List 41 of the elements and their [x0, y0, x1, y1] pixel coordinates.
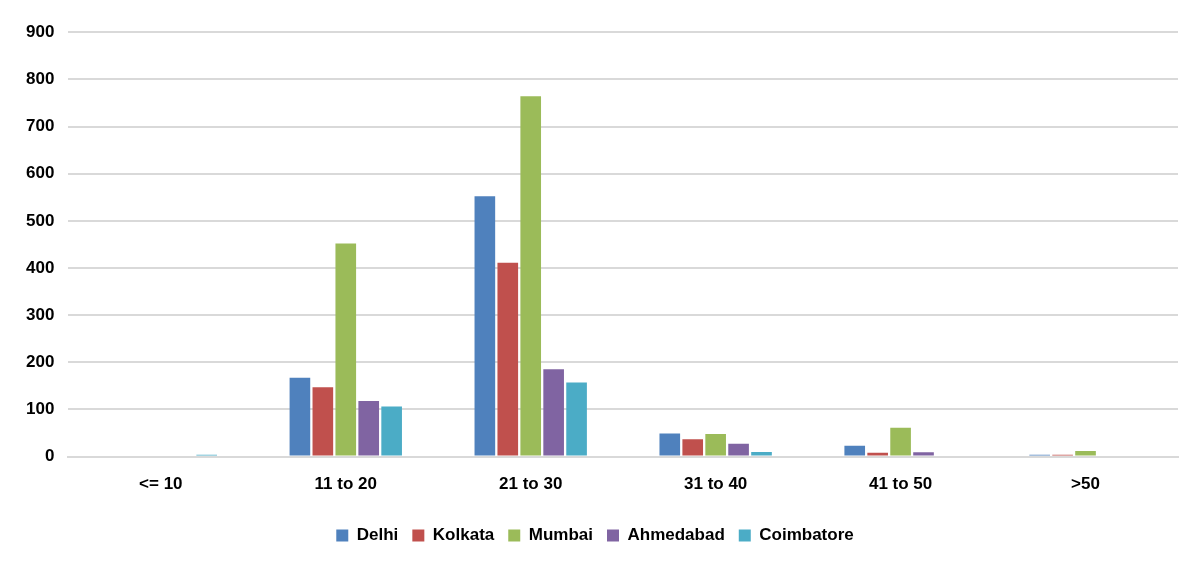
legend-label: Delhi — [356, 525, 399, 545]
legend-label: Mumbai — [528, 525, 593, 545]
x-tick-label: 11 to 20 — [314, 474, 377, 494]
bar — [705, 433, 726, 456]
bar — [566, 382, 587, 456]
x-tick-label: >50 — [1071, 474, 1100, 494]
bar — [289, 377, 311, 456]
bar — [520, 96, 542, 456]
bar — [659, 433, 681, 456]
x-tick-label: 21 to 30 — [499, 474, 563, 494]
bar — [751, 451, 772, 456]
bar — [497, 262, 519, 456]
x-tick-label: 31 to 40 — [684, 474, 748, 494]
y-tick-label: 0 — [44, 446, 55, 466]
legend-label: Kolkata — [432, 525, 495, 545]
x-tick-label: 41 to 50 — [868, 474, 933, 494]
bar — [381, 406, 402, 456]
y-tick-label: 800 — [25, 69, 55, 89]
bar — [358, 400, 380, 456]
bar — [682, 439, 704, 456]
bar — [335, 243, 357, 456]
legend-label: Coimbatore — [759, 525, 854, 545]
y-tick-label: 500 — [25, 210, 55, 230]
bar — [890, 427, 911, 456]
bar — [844, 445, 866, 456]
legend-label: Ahmedabad — [627, 525, 725, 545]
bar — [867, 452, 888, 456]
bar — [543, 369, 564, 456]
y-tick-label: 900 — [25, 21, 55, 41]
y-tick-label: 300 — [25, 304, 55, 324]
y-tick-label: 400 — [25, 257, 55, 277]
y-tick-label: 700 — [25, 116, 55, 136]
x-tick-label: <= 10 — [139, 474, 183, 494]
y-tick-label: 600 — [25, 163, 55, 183]
bar — [728, 443, 749, 456]
bar — [312, 387, 334, 456]
bar — [1075, 450, 1096, 456]
y-tick-label: 200 — [25, 351, 55, 371]
bar — [913, 452, 934, 456]
y-tick-label: 100 — [25, 399, 55, 419]
bar — [474, 196, 496, 456]
